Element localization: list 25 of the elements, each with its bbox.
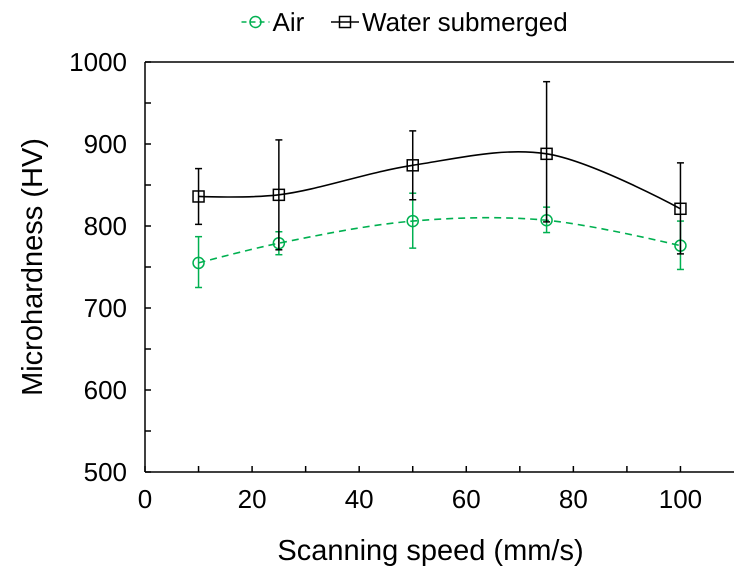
x-axis-title: Scanning speed (mm/s) (277, 535, 584, 567)
x-tick-label: 100 (658, 484, 702, 514)
legend-label: Water submerged (362, 7, 568, 38)
y-tick-label: 600 (84, 375, 127, 406)
x-tick-label: 60 (452, 484, 481, 514)
point (272, 188, 286, 202)
y-tick-label: 900 (84, 129, 127, 160)
y-tick-label: 1000 (69, 47, 127, 78)
y-tick-label: 800 (84, 211, 127, 242)
x-tick-label: 40 (344, 484, 374, 514)
x-tick-label: 0 (138, 484, 152, 514)
x-tick-label: 80 (558, 484, 588, 514)
y-tick-label: 700 (84, 293, 127, 324)
point (674, 202, 687, 216)
y-tick-label: 500 (84, 457, 127, 488)
point (674, 239, 687, 252)
x-tick-label: 20 (238, 484, 267, 514)
point (192, 190, 205, 203)
point (406, 214, 419, 228)
legend-label: Air (272, 7, 305, 38)
point (540, 214, 553, 227)
y-axis-title: Microhardness (HV) (17, 138, 49, 396)
point (192, 256, 205, 270)
point (406, 159, 419, 172)
point (540, 148, 553, 160)
